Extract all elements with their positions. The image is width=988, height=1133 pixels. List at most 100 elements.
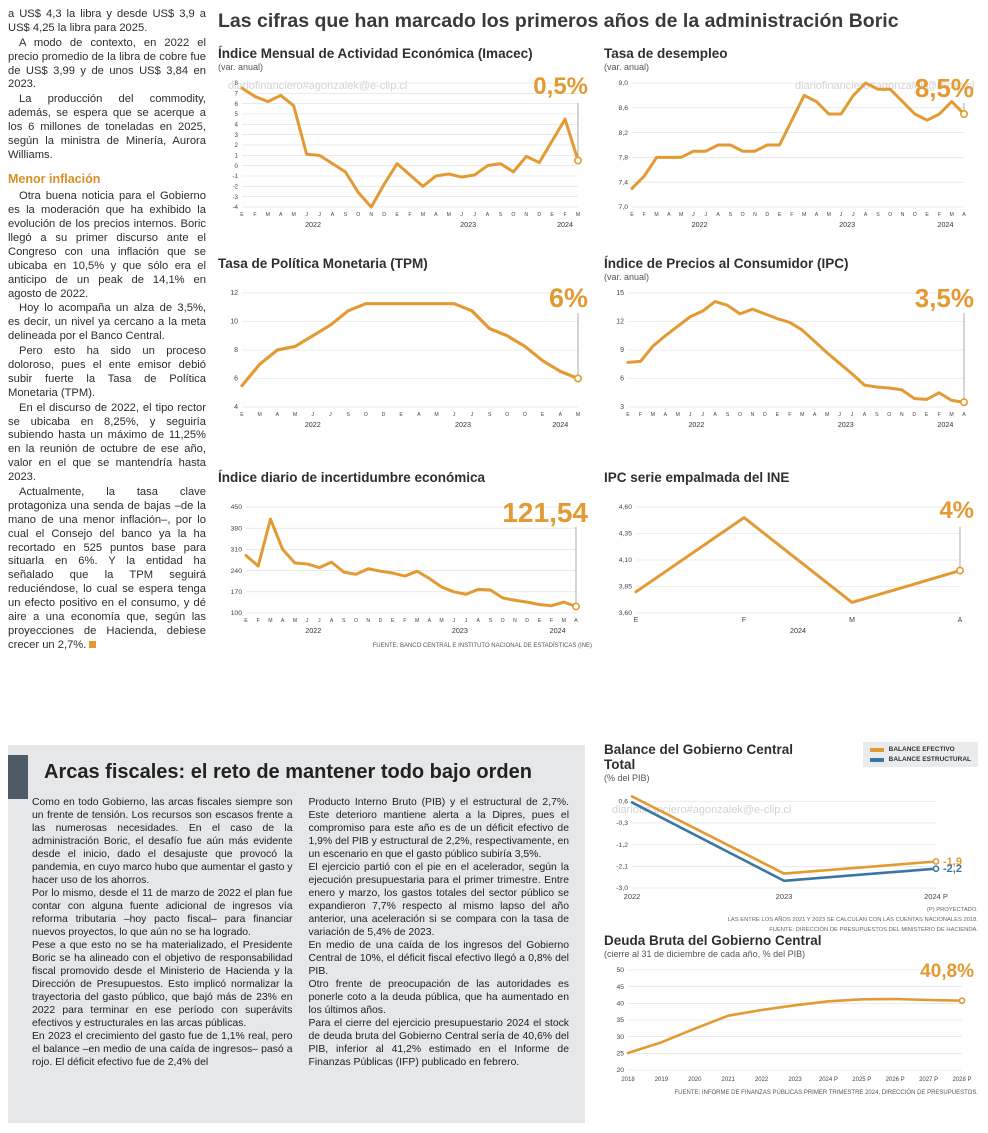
svg-text:N: N bbox=[753, 212, 757, 218]
svg-text:2023: 2023 bbox=[838, 420, 854, 429]
svg-text:2024: 2024 bbox=[557, 220, 573, 229]
svg-text:S: S bbox=[875, 412, 879, 418]
article-paragraph-text: Actualmente, la tasa clave protagoniza u… bbox=[8, 486, 206, 651]
legend-swatch-estructural-icon bbox=[869, 757, 884, 762]
desempleo-title: Tasa de desempleo bbox=[604, 46, 728, 61]
svg-text:3: 3 bbox=[620, 404, 624, 411]
svg-text:10: 10 bbox=[230, 319, 238, 326]
svg-text:M: M bbox=[849, 617, 855, 624]
svg-text:F: F bbox=[639, 412, 642, 418]
svg-text:9: 9 bbox=[620, 347, 624, 354]
svg-text:E: E bbox=[776, 412, 780, 418]
tpm-chart: 12 10 8 6 4 E M A M J J S O D E A M J J S O D E A M 2022 2023 2024 6… bbox=[218, 285, 592, 433]
desempleo-plot: 9,08,68,27,87,47,0E F M A M J J A S O N D E F M A M J J A S O… bbox=[619, 80, 968, 229]
svg-text:J: J bbox=[473, 212, 476, 218]
svg-text:E: E bbox=[240, 412, 244, 418]
svg-text:2023: 2023 bbox=[460, 220, 476, 229]
legend-swatch-efectivo-icon bbox=[869, 747, 884, 752]
svg-text:S: S bbox=[488, 412, 492, 418]
svg-text:J: J bbox=[305, 212, 308, 218]
svg-text:J: J bbox=[471, 412, 474, 418]
svg-text:J: J bbox=[452, 618, 455, 624]
svg-text:M: M bbox=[268, 618, 272, 624]
svg-text:A: A bbox=[279, 212, 283, 218]
fiscal-paragraph: Producto Interno Bruto (PIB) y el estruc… bbox=[308, 797, 570, 860]
deuda-highlight-value: 40,8% bbox=[920, 961, 974, 982]
svg-text:A: A bbox=[958, 617, 963, 624]
svg-text:F: F bbox=[253, 212, 256, 218]
svg-text:A: A bbox=[417, 412, 421, 418]
tpm-title: Tasa de Política Monetaria (TPM) bbox=[218, 256, 428, 271]
tpm-subtitle bbox=[218, 272, 592, 285]
svg-text:2021: 2021 bbox=[722, 1077, 736, 1083]
balance-panel: Balance del Gobierno Central Total BALAN… bbox=[604, 742, 978, 936]
svg-text:A: A bbox=[428, 618, 432, 624]
balance-note: FUENTE: DIRECCIÓN DE PRESUPUESTOS DEL MI… bbox=[769, 926, 978, 933]
svg-text:F: F bbox=[788, 412, 791, 418]
legend-item-efectivo: BALANCE EFECTIVO bbox=[869, 746, 971, 753]
svg-text:3: 3 bbox=[235, 132, 239, 139]
svg-text:E: E bbox=[550, 212, 554, 218]
svg-text:S: S bbox=[499, 212, 503, 218]
svg-text:N: N bbox=[524, 212, 528, 218]
fiscal-paragraph: Por lo mismo, desde el 11 de marzo de 20… bbox=[32, 888, 293, 938]
svg-text:40: 40 bbox=[616, 1001, 624, 1008]
svg-text:D: D bbox=[765, 212, 769, 218]
svg-text:2023: 2023 bbox=[452, 626, 468, 635]
ipc-chart: 15 12 9 6 3 E F M A M J J A S O N D E F M A M J J A S O N D E F M A 2022 2… bbox=[604, 285, 978, 433]
svg-text:4: 4 bbox=[235, 122, 239, 129]
svg-text:O: O bbox=[356, 212, 360, 218]
svg-text:4,60: 4,60 bbox=[619, 504, 632, 511]
svg-text:E: E bbox=[538, 618, 542, 624]
svg-text:-4: -4 bbox=[232, 204, 238, 211]
deuda-title: Deuda Bruta del Gobierno Central bbox=[604, 933, 822, 948]
svg-text:2022: 2022 bbox=[688, 420, 704, 429]
svg-text:J: J bbox=[851, 412, 854, 418]
svg-text:8: 8 bbox=[234, 347, 238, 354]
svg-text:A: A bbox=[962, 212, 966, 218]
svg-text:-1,9: -1,9 bbox=[943, 856, 962, 868]
svg-text:J: J bbox=[318, 212, 321, 218]
ipc-empalmada-panel: IPC serie empalmada del INE 4,60 4,35 4,10… bbox=[604, 470, 978, 639]
svg-text:4: 4 bbox=[234, 404, 238, 411]
svg-text:D: D bbox=[525, 618, 529, 624]
article-paragraph: a US$ 4,3 la libra y desde US$ 3,9 a US$… bbox=[8, 8, 206, 34]
svg-text:M: M bbox=[266, 212, 270, 218]
ipc-title: Índice de Precios al Consumidor (IPC) bbox=[604, 256, 849, 271]
svg-text:J: J bbox=[701, 412, 704, 418]
svg-text:F: F bbox=[742, 617, 746, 624]
article-paragraph: La producción del commodity, además, se … bbox=[8, 93, 206, 161]
svg-text:M: M bbox=[576, 212, 580, 218]
svg-text:E: E bbox=[391, 618, 395, 624]
svg-text:F: F bbox=[938, 212, 941, 218]
fiscal-paragraph: Pese a que esto no se ha materializado, … bbox=[32, 940, 293, 1029]
svg-text:E: E bbox=[626, 412, 630, 418]
svg-text:100: 100 bbox=[231, 610, 243, 617]
fiscal-paragraph: Otro frente de preocupación de las autor… bbox=[308, 979, 570, 1016]
svg-text:D: D bbox=[382, 412, 386, 418]
svg-text:2024: 2024 bbox=[938, 220, 954, 229]
balance-notes: (P) PROYECTADO. LAS ENTRE LOS AÑOS 2021 … bbox=[604, 906, 978, 936]
svg-text:J: J bbox=[318, 618, 321, 624]
left-article: a US$ 4,3 la libra y desde US$ 3,9 a US$… bbox=[8, 8, 206, 654]
imacec-title: Índice Mensual de Actividad Económica (I… bbox=[218, 46, 533, 61]
fiscal-column-2: Producto Interno Bruto (PIB) y el estruc… bbox=[309, 796, 570, 1069]
svg-text:5: 5 bbox=[235, 111, 239, 118]
svg-text:E: E bbox=[634, 617, 639, 624]
svg-text:A: A bbox=[713, 412, 717, 418]
svg-text:M: M bbox=[439, 618, 443, 624]
svg-text:E: E bbox=[925, 412, 929, 418]
article-paragraph: Pero esto ha sido un proceso doloroso, p… bbox=[8, 345, 206, 399]
svg-text:2023: 2023 bbox=[839, 220, 855, 229]
fiscal-columns: Como en todo Gobierno, las arcas fiscale… bbox=[32, 796, 569, 1069]
svg-text:J: J bbox=[838, 412, 841, 418]
svg-text:A: A bbox=[476, 618, 480, 624]
desempleo-highlight-value: 8,5% bbox=[914, 73, 974, 103]
legend-item-estructural: BALANCE ESTRUCTURAL bbox=[869, 756, 971, 763]
svg-text:D: D bbox=[537, 212, 541, 218]
svg-text:15: 15 bbox=[616, 290, 624, 297]
svg-text:J: J bbox=[460, 212, 463, 218]
